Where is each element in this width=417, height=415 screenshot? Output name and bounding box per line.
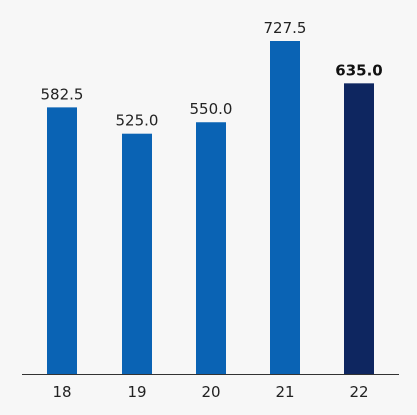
value-label-18: 582.5	[41, 85, 84, 103]
x-tick-label-22: 22	[349, 383, 368, 401]
x-tick-label-21: 21	[275, 383, 294, 401]
bar-22	[344, 83, 374, 374]
x-tick-label-18: 18	[52, 383, 71, 401]
value-label-19: 525.0	[116, 112, 159, 130]
value-label-21: 727.5	[264, 19, 307, 37]
x-tick-label-20: 20	[201, 383, 220, 401]
bar-20	[196, 122, 226, 374]
bar-21	[270, 41, 300, 374]
value-label-20: 550.0	[190, 100, 233, 118]
bar-19	[122, 133, 152, 374]
bar-18	[47, 107, 77, 375]
x-tick-label-19: 19	[127, 383, 146, 401]
value-label-22: 635.0	[335, 61, 382, 79]
